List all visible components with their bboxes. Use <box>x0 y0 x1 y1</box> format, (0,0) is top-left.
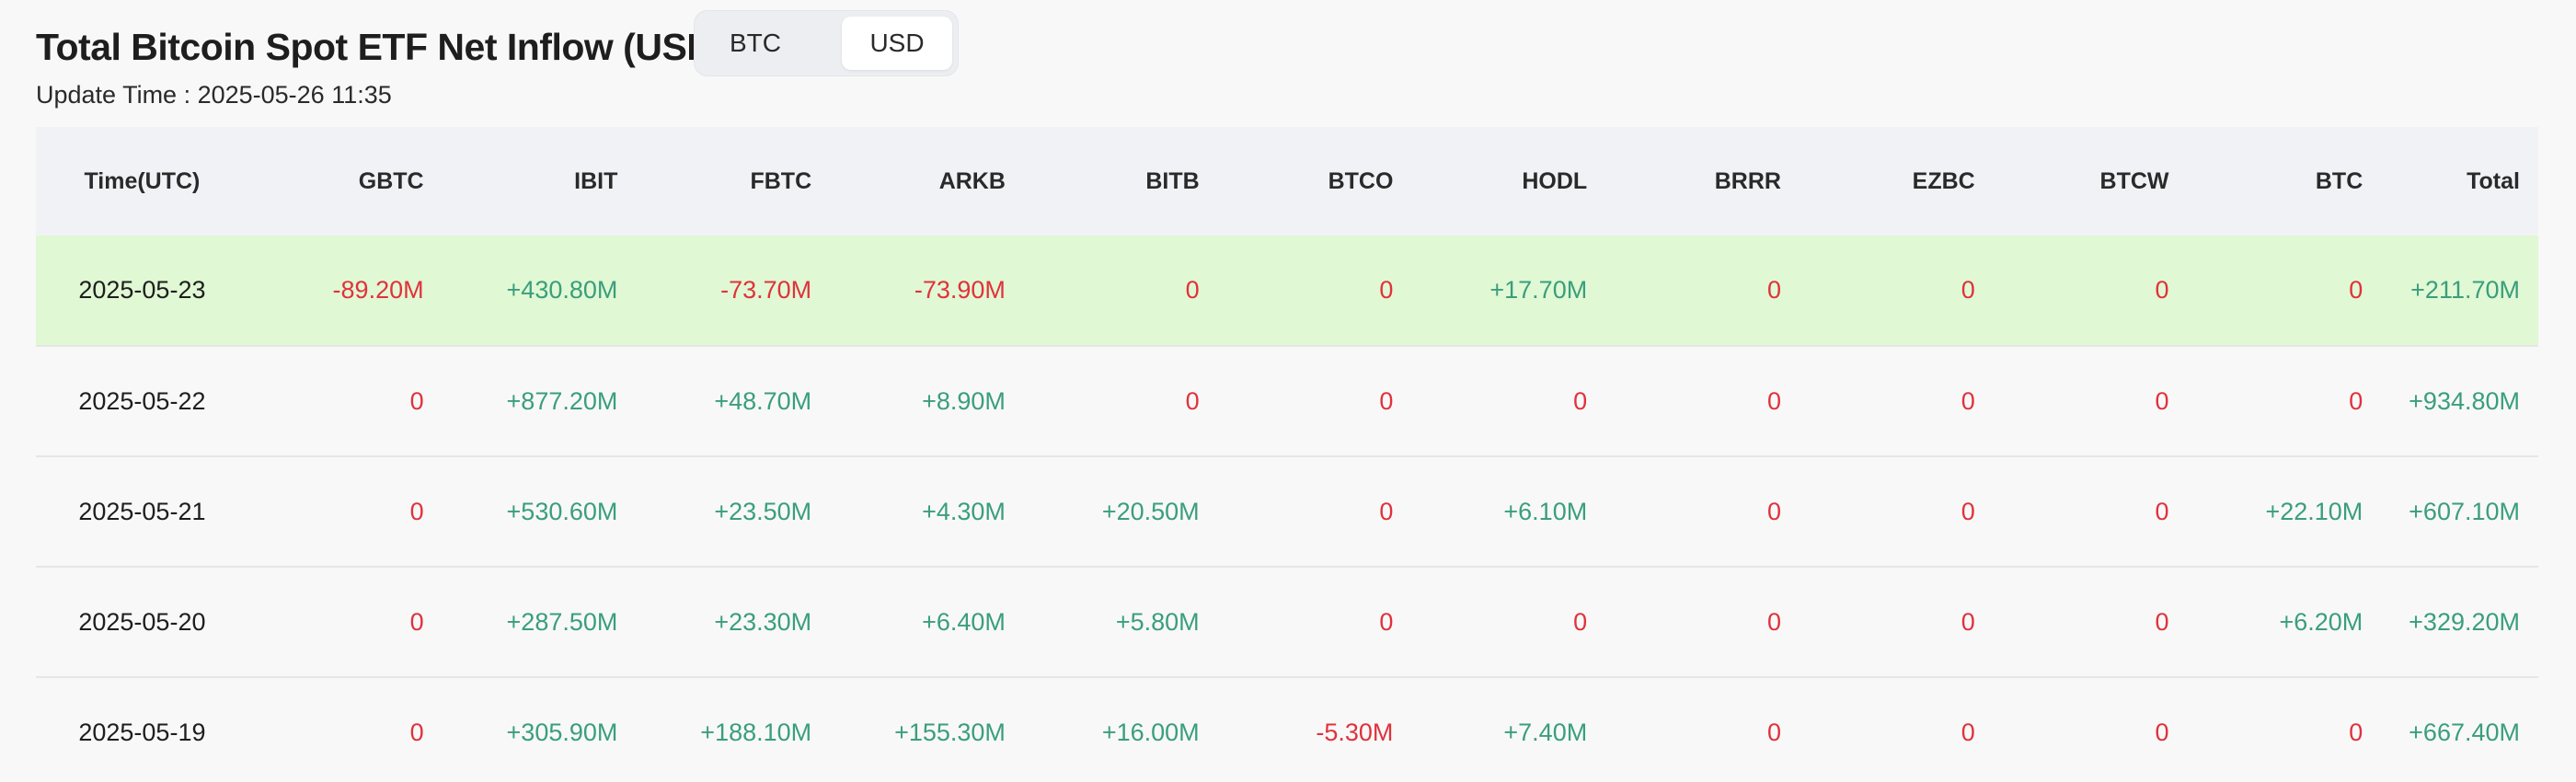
cell-total: +329.20M <box>2409 607 2520 636</box>
cell-btc: +6.20M <box>2279 607 2363 636</box>
cell-btc: 0 <box>2349 386 2363 415</box>
cell-brrr: 0 <box>1766 386 1781 415</box>
cell-brrr: 0 <box>1766 276 1781 304</box>
cell-arkb: +8.90M <box>922 386 1006 415</box>
column-header-ezbc: EZBC <box>1912 167 1975 194</box>
cell-fbtc: +23.30M <box>714 607 812 636</box>
cell-hodl: +17.70M <box>1489 276 1588 304</box>
cell-ezbc: 0 <box>1961 276 1975 304</box>
column-header-btc: BTC <box>2315 167 2363 194</box>
cell-arkb: +155.30M <box>894 718 1006 746</box>
cell-btc: 0 <box>2349 718 2363 746</box>
cell-date: 2025-05-19 <box>78 718 206 746</box>
table-row[interactable]: 2025-05-23 -89.20M +430.80M -73.70M -73.90M 0… <box>36 236 2538 346</box>
cell-bitb: +5.80M <box>1115 607 1200 636</box>
column-header-bitb: BITB <box>1145 167 1200 194</box>
cell-bitb: +16.00M <box>1101 718 1200 746</box>
cell-btc: 0 <box>2349 276 2363 304</box>
table-row[interactable]: 2025-05-21 0 +530.60M +23.50M +4.30M +20.50M 0… <box>36 456 2538 567</box>
cell-btco: 0 <box>1379 497 1394 525</box>
toggle-usd-button[interactable]: USD <box>842 17 952 70</box>
cell-arkb: +6.40M <box>922 607 1006 636</box>
cell-btco: -5.30M <box>1316 718 1394 746</box>
cell-btco: 0 <box>1379 276 1394 304</box>
unit-toggle: BTC USD <box>695 11 958 75</box>
cell-ibit: +287.50M <box>506 607 618 636</box>
cell-brrr: 0 <box>1766 718 1781 746</box>
cell-hodl: 0 <box>1573 386 1588 415</box>
table-body: 2025-05-23 -89.20M +430.80M -73.70M -73.90M 0… <box>36 236 2538 782</box>
column-header-arkb: ARKB <box>938 167 1006 194</box>
cell-arkb: +4.30M <box>922 497 1006 525</box>
cell-date: 2025-05-23 <box>78 276 206 304</box>
column-header-btcw: BTCW <box>2099 167 2169 194</box>
cell-date: 2025-05-22 <box>78 386 206 415</box>
cell-ibit: +430.80M <box>506 276 618 304</box>
cell-btco: 0 <box>1379 607 1394 636</box>
cell-ezbc: 0 <box>1961 607 1975 636</box>
cell-bitb: 0 <box>1185 276 1200 304</box>
cell-gbtc: -89.20M <box>332 276 424 304</box>
cell-brrr: 0 <box>1766 607 1781 636</box>
cell-btcw: 0 <box>2155 718 2169 746</box>
cell-total: +667.40M <box>2409 718 2520 746</box>
cell-ibit: +877.20M <box>506 386 618 415</box>
cell-gbtc: 0 <box>409 497 424 525</box>
table-header: Time(UTC) GBTC IBIT FBTC ARKB BITB BTCO HODL BRR… <box>36 127 2538 236</box>
column-header-ibit: IBIT <box>574 167 618 194</box>
column-header-btco: BTCO <box>1328 167 1394 194</box>
cell-total: +607.10M <box>2409 497 2520 525</box>
cell-gbtc: 0 <box>409 386 424 415</box>
table-row[interactable]: 2025-05-22 0 +877.20M +48.70M +8.90M 0 0 0 0 0 0 0 +… <box>36 346 2538 456</box>
cell-date: 2025-05-21 <box>78 497 206 525</box>
cell-fbtc: +23.50M <box>714 497 812 525</box>
column-header-fbtc: FBTC <box>750 167 812 194</box>
cell-ezbc: 0 <box>1961 386 1975 415</box>
cell-gbtc: 0 <box>409 718 424 746</box>
column-header-total: Total <box>2467 167 2520 194</box>
cell-gbtc: 0 <box>409 607 424 636</box>
cell-btcw: 0 <box>2155 607 2169 636</box>
cell-hodl: 0 <box>1573 607 1588 636</box>
cell-btcw: 0 <box>2155 386 2169 415</box>
column-header-gbtc: GBTC <box>358 167 424 194</box>
cell-ibit: +530.60M <box>506 497 618 525</box>
cell-btc: +22.10M <box>2265 497 2363 525</box>
update-time: Update Time : 2025-05-26 11:35 <box>36 81 392 109</box>
cell-fbtc: +48.70M <box>714 386 812 415</box>
cell-hodl: +6.10M <box>1503 497 1588 525</box>
table-row[interactable]: 2025-05-20 0 +287.50M +23.30M +6.40M +5.80M 0 0… <box>36 567 2538 677</box>
cell-btco: 0 <box>1379 386 1394 415</box>
cell-arkb: -73.90M <box>914 276 1006 304</box>
cell-btcw: 0 <box>2155 276 2169 304</box>
cell-ezbc: 0 <box>1961 497 1975 525</box>
column-header-time-utc: Time(UTC) <box>84 167 201 194</box>
cell-brrr: 0 <box>1766 497 1781 525</box>
cell-total: +934.80M <box>2409 386 2520 415</box>
column-header-brrr: BRRR <box>1714 167 1781 194</box>
page-title: Total Bitcoin Spot ETF Net Inflow (USD) <box>36 26 726 68</box>
etf-flow-table: Time(UTC) GBTC IBIT FBTC ARKB BITB BTCO HODL BRR… <box>36 127 2538 782</box>
page-header: Total Bitcoin Spot ETF Net Inflow (USD) … <box>36 11 1140 94</box>
cell-bitb: +20.50M <box>1101 497 1200 525</box>
cell-fbtc: +188.10M <box>700 718 812 746</box>
cell-ibit: +305.90M <box>506 718 618 746</box>
cell-total: +211.70M <box>2410 276 2520 304</box>
cell-fbtc: -73.70M <box>720 276 812 304</box>
etf-flow-table-container: Time(UTC) GBTC IBIT FBTC ARKB BITB BTCO HODL BRR… <box>36 127 2538 782</box>
header-row: Time(UTC) GBTC IBIT FBTC ARKB BITB BTCO HODL BRR… <box>36 127 2538 236</box>
cell-bitb: 0 <box>1185 386 1200 415</box>
cell-ezbc: 0 <box>1961 718 1975 746</box>
table-row[interactable]: 2025-05-19 0 +305.90M +188.10M +155.30M +16.0… <box>36 677 2538 782</box>
toggle-btc-button[interactable]: BTC <box>730 29 781 57</box>
cell-btcw: 0 <box>2155 497 2169 525</box>
cell-date: 2025-05-20 <box>78 607 206 636</box>
column-header-hodl: HODL <box>1522 167 1588 194</box>
cell-hodl: +7.40M <box>1503 718 1588 746</box>
